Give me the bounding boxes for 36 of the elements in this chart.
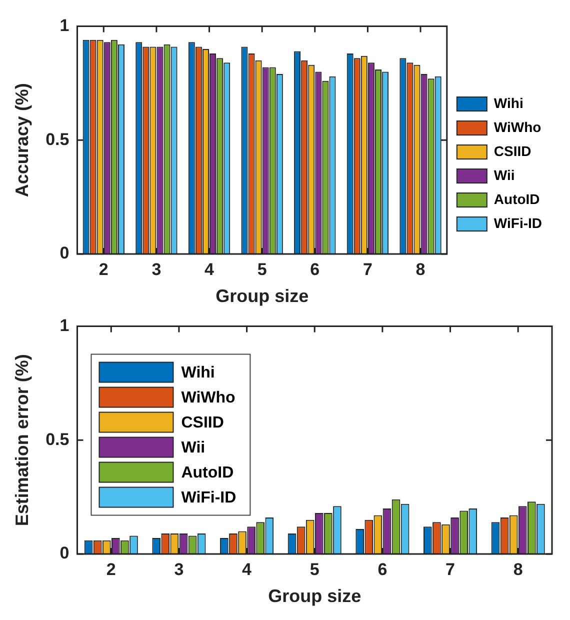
x-tick-label: 7 [446,560,455,579]
x-tick-label: 6 [310,260,320,279]
legend-label: Wii [181,440,206,457]
legend-label: AutoID [181,464,234,482]
x-tick-label: 4 [204,260,215,279]
legend-label: Wihi [181,364,215,382]
x-tick-label: 3 [152,260,162,279]
y-axis-title: Estimation error (%) [12,354,32,526]
legend-label: Wihi [494,94,524,111]
x-tick-label: 7 [362,260,372,279]
legend-label: WiFi-ID [181,490,236,507]
legend-label: CSIID [181,414,224,432]
y-tick-label: 0 [60,544,70,563]
x-tick-label: 8 [513,560,523,579]
x-tick-label: 2 [106,560,116,579]
y-tick-label: 0.5 [46,430,70,449]
x-tick-label: 3 [174,560,184,579]
y-tick-label: 0 [60,244,70,263]
x-tick-label: 2 [98,260,108,279]
x-tick-label: 8 [416,260,426,279]
x-tick-label: 6 [378,560,388,579]
x-tick-label: 5 [310,560,320,579]
legend-label: Wii [494,166,515,183]
y-tick-label: 1 [60,16,70,35]
x-tick-label: 5 [257,260,267,279]
y-tick-label: 1 [60,316,70,335]
x-axis-title: Group size [216,286,309,306]
legend-label: WiWho [181,390,236,407]
legend-label: WiFi-ID [494,214,542,231]
y-axis-title: Accuracy (%) [12,83,32,198]
legend-label: WiWho [494,118,542,135]
y-tick-label: 0.5 [46,130,70,149]
legend-label: AutoID [494,190,540,207]
x-tick-label: 4 [242,560,252,579]
x-axis-title: Group size [268,586,362,606]
legend-label: CSIID [494,142,532,159]
